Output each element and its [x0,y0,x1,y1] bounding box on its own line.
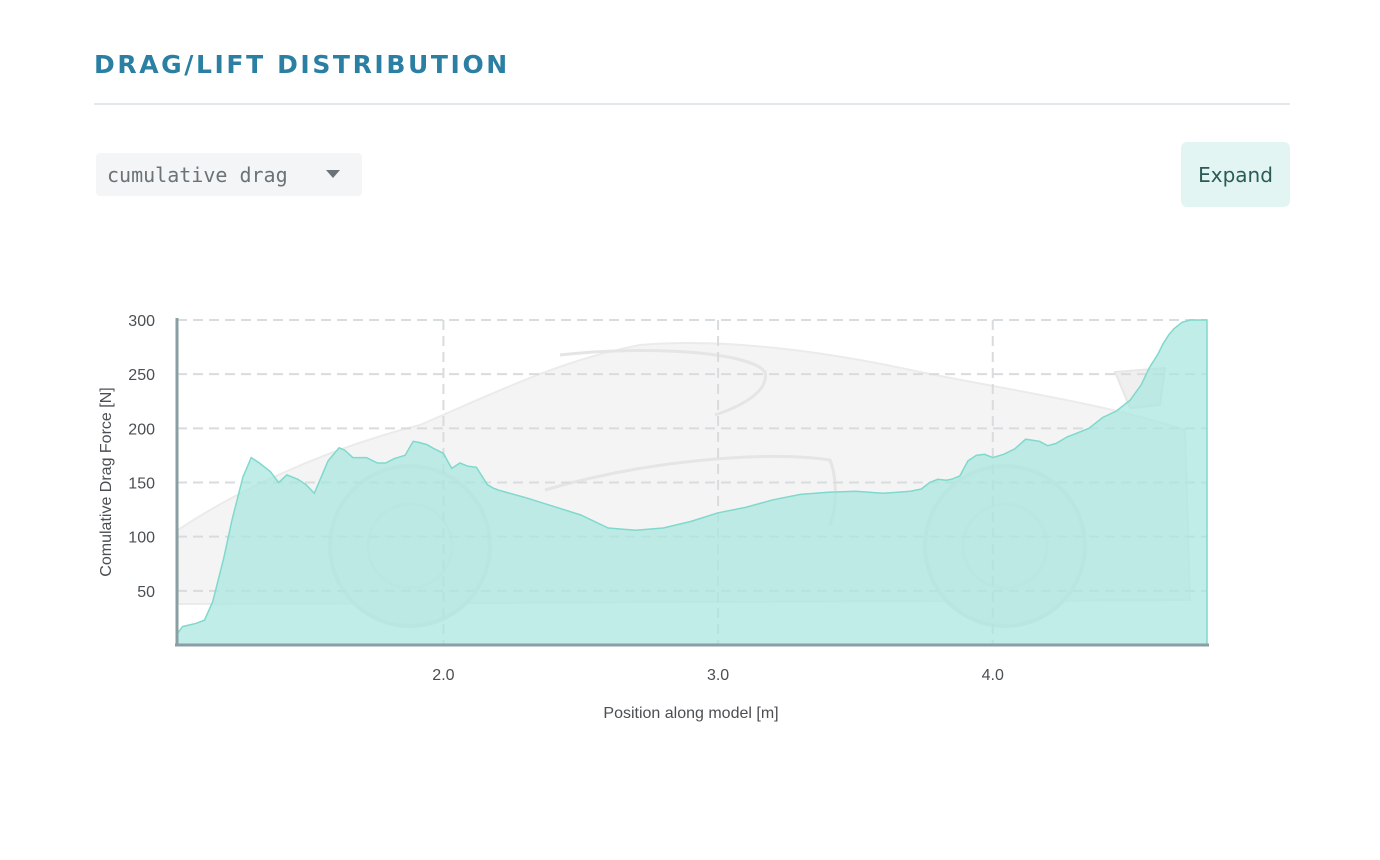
y-tick-label: 300 [128,313,155,330]
metric-select[interactable]: cumulative drag [96,153,362,196]
y-tick-label: 200 [128,421,155,438]
y-tick-label: 50 [137,584,155,601]
x-tick-label: 4.0 [982,667,1004,684]
x-axis-label: Position along model [m] [603,705,778,722]
y-tick-label: 150 [128,476,155,493]
page-title: DRAG/LIFT DISTRIBUTION [94,50,510,79]
y-axis-label: Comulative Drag Force [N] [98,387,115,576]
metric-select-value: cumulative drag [107,162,288,187]
header-divider [94,103,1290,105]
expand-button[interactable]: Expand [1181,142,1290,207]
drag-area-series [176,319,1208,646]
x-tick-label: 3.0 [707,667,729,684]
y-tick-label: 250 [128,367,155,384]
chevron-down-icon [326,170,340,178]
y-tick-label: 100 [128,530,155,547]
x-tick-label: 2.0 [432,667,454,684]
